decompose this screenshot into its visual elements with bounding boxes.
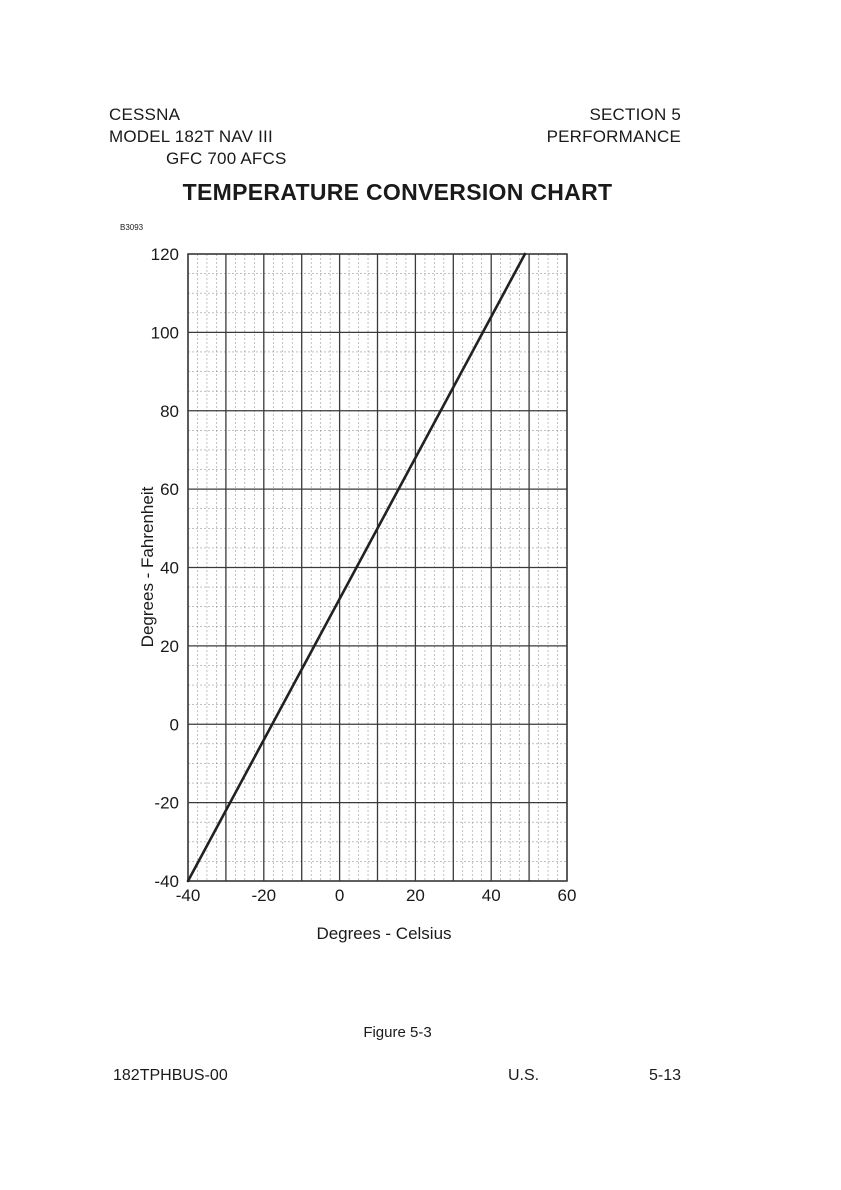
y-axis-label: Degrees - Fahrenheit: [138, 486, 157, 647]
x-tick-label: -20: [252, 886, 277, 905]
x-tick-label: 20: [406, 886, 425, 905]
x-axis-ticks: -40 -20 0 20 40 60: [176, 886, 577, 905]
footer-region: U.S.: [508, 1067, 540, 1084]
figure-code: B3093: [120, 223, 144, 232]
x-tick-label: -40: [176, 886, 201, 905]
header-autopilot: GFC 700 AFCS: [166, 149, 287, 168]
chart-title: TEMPERATURE CONVERSION CHART: [182, 179, 613, 205]
conversion-line: [186, 252, 527, 883]
footer-doc-id: 182TPHBUS-00: [113, 1067, 228, 1084]
y-tick-label: 0: [170, 715, 179, 734]
y-axis-ticks: -40 -20 0 20 40 60 80 100 120: [151, 245, 179, 891]
x-axis-label: Degrees - Celsius: [316, 924, 451, 943]
y-tick-label: 60: [160, 480, 179, 499]
header-section: SECTION 5: [589, 105, 681, 124]
header-right: SECTION 5 PERFORMANCE: [547, 104, 681, 148]
y-tick-label: 80: [160, 402, 179, 421]
y-tick-label: -20: [154, 794, 179, 813]
y-tick-label: 120: [151, 245, 179, 264]
x-tick-label: 40: [482, 886, 501, 905]
figure-caption: Figure 5-3: [363, 1024, 432, 1041]
chart-grid: [187, 253, 568, 882]
header-left: CESSNA MODEL 182T NAV III GFC 700 AFCS: [109, 104, 287, 170]
y-tick-label: -40: [154, 872, 179, 891]
y-tick-label: 20: [160, 637, 179, 656]
chart-series: [186, 252, 527, 883]
x-tick-label: 0: [335, 886, 344, 905]
y-tick-label: 40: [160, 559, 179, 578]
x-tick-label: 60: [558, 886, 577, 905]
plot-frame: [187, 253, 568, 882]
y-tick-label: 100: [151, 323, 179, 342]
header-section-title: PERFORMANCE: [546, 127, 681, 146]
header-model: MODEL 182T NAV III: [109, 127, 273, 146]
header-manufacturer: CESSNA: [109, 105, 181, 124]
footer-page-number: 5-13: [649, 1067, 682, 1084]
